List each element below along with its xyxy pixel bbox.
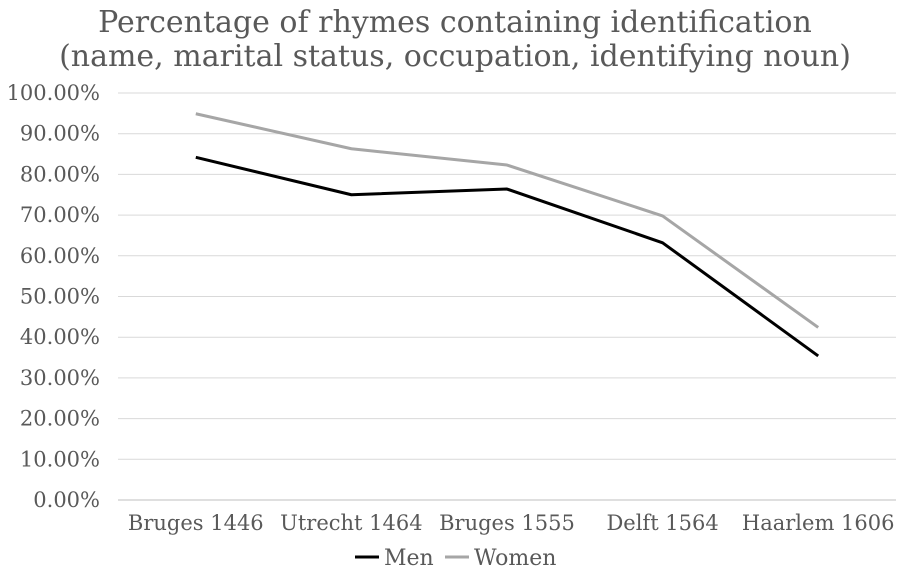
y-tick-label: 70.00%	[20, 203, 100, 227]
y-tick-label: 40.00%	[20, 325, 100, 349]
y-tick-label: 90.00%	[20, 122, 100, 146]
gridlines	[118, 92, 896, 501]
legend: Men Women	[355, 546, 556, 571]
y-tick-label: 0.00%	[33, 488, 100, 512]
x-tick-label: Bruges 1555	[439, 511, 575, 535]
chart-title: Percentage of rhymes containing identifi…	[98, 5, 812, 40]
x-tick-label: Haarlem 1606	[742, 511, 895, 535]
x-tick-label: Bruges 1446	[128, 511, 264, 535]
y-axis-tick-labels: 0.00% 10.00% 20.00% 30.00% 40.00% 50.00% 60.00…	[7, 81, 100, 512]
y-tick-label: 20.00%	[20, 407, 100, 431]
data-series	[195, 112, 820, 358]
series-line-women	[195, 112, 820, 329]
legend-label-men: Men	[384, 546, 434, 571]
chart-subtitle: (name, marital status, occupation, ident…	[59, 39, 851, 74]
x-tick-label: Utrecht 1464	[280, 511, 422, 535]
x-axis-tick-labels: Bruges 1446 Utrecht 1464 Bruges 1555 Delft …	[128, 511, 895, 535]
y-tick-label: 50.00%	[20, 285, 100, 309]
y-tick-label: 100.00%	[7, 81, 100, 105]
legend-label-women: Women	[474, 546, 556, 571]
y-tick-label: 60.00%	[20, 244, 100, 268]
x-tick-label: Delft 1564	[606, 511, 718, 535]
y-tick-label: 10.00%	[20, 447, 100, 471]
series-line-men	[195, 155, 820, 358]
y-tick-label: 30.00%	[20, 366, 100, 390]
y-tick-label: 80.00%	[20, 162, 100, 186]
